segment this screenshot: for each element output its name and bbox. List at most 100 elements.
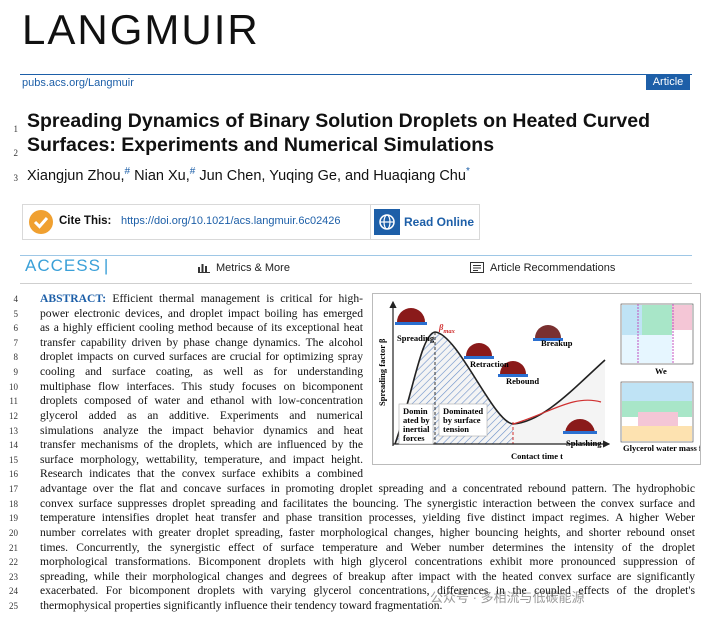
beta-sub: max: [443, 328, 455, 335]
abstract-line: glycerol added as an additive. Experimen…: [40, 409, 363, 423]
author-mark[interactable]: *: [465, 166, 470, 177]
abstract-line: convex surface suppresses droplet spread…: [40, 497, 695, 511]
abstract-line: cooling and surface coating, as well as …: [40, 365, 363, 379]
access-text: ACCESS: [25, 256, 101, 275]
abstract-text: transfer capability driven by phase chan…: [40, 335, 363, 349]
x-axis-label: Contact time t: [511, 451, 563, 461]
line-number: 23: [9, 571, 18, 582]
article-type: Article: [646, 75, 690, 90]
author: Nian Xu,: [134, 167, 190, 184]
droplet-icons: [395, 308, 597, 434]
authors: Xiangjun Zhou,# Nian Xu,# Jun Chen, Yuqi…: [27, 166, 470, 184]
inset-top: We: [620, 303, 694, 376]
branch-curve: [512, 399, 602, 425]
abstract-text: transfer mechanisms of the droplets, whi…: [40, 438, 363, 452]
abstract-label: ABSTRACT:: [40, 292, 107, 305]
stage-label: Spreading: [397, 333, 435, 343]
abstract-line: droplet impacts on curved surfaces are c…: [40, 350, 363, 364]
abstract-text: droplets composed of water and ethanol w…: [40, 394, 363, 408]
line-number: 12: [9, 410, 18, 421]
line-number: 5: [13, 308, 19, 319]
abstract-text: Research indicates that the convex surfa…: [40, 467, 363, 481]
tension-text: by surface: [443, 415, 481, 425]
abstract-text: glycerol added as an additive. Experimen…: [40, 408, 363, 422]
line-number: 7: [13, 337, 19, 348]
abstract-text: convex surface suppresses droplet spread…: [40, 496, 695, 510]
author-mark: #: [124, 166, 131, 177]
line-number: 9: [13, 367, 19, 378]
line-number: 19: [9, 513, 18, 524]
read-icon: [374, 209, 400, 235]
line-number: 20: [9, 527, 18, 538]
access-rule-bottom: [20, 283, 692, 284]
abstract-text: as a highly efficient cooling method bec…: [40, 321, 363, 335]
line-number: 16: [9, 469, 18, 480]
abstract-text: exacerbated. For bicomponent droplets wi…: [40, 584, 695, 598]
line-number: 18: [9, 498, 18, 509]
access-divider: |: [103, 256, 110, 275]
access-rule: [20, 255, 692, 256]
cite-icon: [29, 210, 53, 234]
access-label: ACCESS |: [25, 256, 109, 276]
y-axis-label: Spreading factor β: [377, 338, 387, 406]
abstract-text: morphological transformations. Bicompone…: [40, 555, 695, 569]
abstract-line: as a highly efficient cooling method bec…: [40, 321, 363, 335]
inset-bottom: Glycerol water mass fraction: [620, 381, 701, 453]
tension-text: Dominated: [443, 406, 483, 416]
abstract-text: advantage over the flat and concave surf…: [40, 482, 695, 496]
stage-label: Splashing: [566, 438, 602, 448]
read-online[interactable]: Read Online: [370, 204, 480, 240]
journal-url[interactable]: pubs.acs.org/Langmuir: [22, 77, 134, 89]
metrics-tab[interactable]: Metrics & More: [216, 262, 290, 274]
abstract-line: ABSTRACT: Efficient thermal management i…: [40, 292, 363, 306]
title-line: Spreading Dynamics of Binary Solution Dr…: [27, 110, 651, 132]
abstract-line: transfer mechanisms of the droplets, whi…: [40, 438, 363, 452]
line-number: 3: [13, 173, 19, 183]
abstract-text: number correlates with greater droplet s…: [40, 525, 695, 539]
author-mark: #: [189, 166, 196, 177]
stage-label: Retraction: [470, 359, 509, 369]
inertial-text: Domin: [403, 406, 428, 416]
tension-text: tension: [443, 424, 469, 434]
cite-label: Cite This:: [59, 215, 112, 227]
line-number: 10: [9, 381, 18, 392]
line-number: 6: [13, 323, 19, 334]
abstract-text: temperature intensifies droplet heat tra…: [40, 511, 695, 525]
abstract-line: spreading, while their morphological cha…: [40, 570, 695, 584]
abstract-text: droplet impacts on curved surfaces are c…: [40, 350, 363, 364]
line-number: 4: [13, 294, 19, 304]
line-number: 13: [9, 425, 18, 436]
line-number: 17: [9, 484, 18, 495]
line-number: 1: [13, 124, 19, 134]
line-number: 21: [9, 542, 18, 553]
cite-doi[interactable]: https://doi.org/10.1021/acs.langmuir.6c0…: [121, 215, 341, 227]
recommendations-tab[interactable]: Article Recommendations: [490, 262, 616, 274]
beta-max: βmax: [438, 322, 456, 335]
stage-label: Breakup: [541, 338, 573, 348]
abstract-text: thermophysical properties significantly …: [40, 599, 443, 613]
abstract-text: Efficient thermal management is critical…: [112, 292, 363, 305]
line-number: 22: [9, 557, 18, 568]
inset-axis: Glycerol water mass fraction: [623, 443, 701, 453]
metrics-icon: [198, 264, 210, 273]
abstract-line: simulations analyze the impact behavior …: [40, 424, 363, 438]
read-online-label[interactable]: Read Online: [404, 215, 475, 229]
watermark: 公众号 · 多相流与低碳能源: [430, 590, 585, 605]
abstract-line: multiphase flow interfaces. This study f…: [40, 380, 363, 394]
journal-name: LANGMUIR: [22, 6, 260, 53]
line-number: 24: [9, 586, 18, 597]
author: Xiangjun Zhou,: [27, 167, 125, 184]
abstract-line: surface morphology, wettability, tempera…: [40, 453, 363, 467]
header-rule: [20, 74, 692, 75]
abstract-line: morphological transformations. Bicompone…: [40, 555, 695, 569]
recommendations-icon: [470, 262, 484, 273]
abstract-line: advantage over the flat and concave surf…: [40, 482, 695, 496]
spreading-curve: [394, 331, 606, 445]
toc-graphic: Spreading βmax Retraction Breakup Reboun…: [372, 293, 701, 465]
line-number: 15: [9, 454, 18, 465]
title-line: Surfaces: Experiments and Numerical Simu…: [27, 134, 495, 156]
abstract-line: number correlates with greater droplet s…: [40, 526, 695, 540]
line-number: 14: [9, 440, 18, 451]
line-number: 11: [9, 396, 18, 407]
